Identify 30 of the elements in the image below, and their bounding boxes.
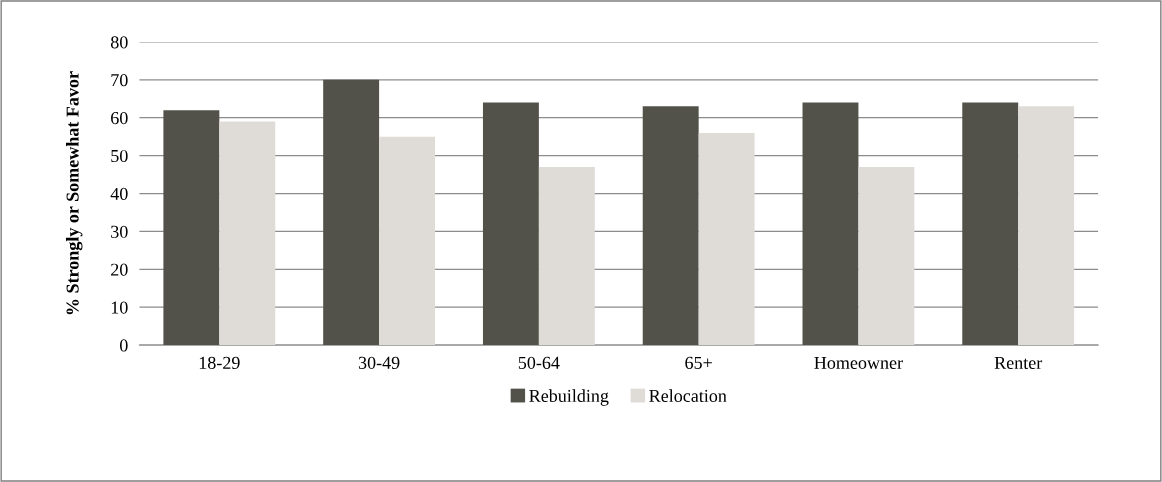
bar xyxy=(698,132,755,346)
x-tick-label: 50-64 xyxy=(518,356,560,369)
bar xyxy=(379,136,436,346)
x-tick-label: 30-49 xyxy=(358,356,400,369)
bar xyxy=(858,166,915,346)
y-tick-label: 30 xyxy=(111,225,128,238)
y-tick-label: 80 xyxy=(110,36,128,49)
y-axis-title: % Strongly or Somewhat Favor xyxy=(65,71,83,315)
x-tick-label: Homeowner xyxy=(814,356,903,369)
y-tick-label: 60 xyxy=(111,111,128,125)
bar xyxy=(962,102,1019,346)
y-tick-label: 50 xyxy=(111,149,128,163)
legend-label: Rebuilding xyxy=(529,389,609,406)
x-tick-label: Renter xyxy=(994,356,1043,369)
bar xyxy=(1018,106,1075,346)
bar xyxy=(163,110,220,346)
y-tick-label: 20 xyxy=(111,263,128,276)
bar xyxy=(642,106,699,346)
x-tick-label: 65+ xyxy=(685,356,712,369)
bar xyxy=(219,121,276,346)
bar xyxy=(802,102,859,346)
y-tick-label: 10 xyxy=(111,301,128,314)
y-tick-label: 70 xyxy=(111,74,128,87)
legend-label: Relocation xyxy=(649,389,727,403)
bar xyxy=(323,79,380,346)
x-tick-label: 18-29 xyxy=(199,356,240,369)
bar xyxy=(538,166,595,346)
y-tick-label: 0 xyxy=(119,339,128,352)
y-tick-label: 40 xyxy=(110,187,128,200)
bar xyxy=(482,102,539,346)
